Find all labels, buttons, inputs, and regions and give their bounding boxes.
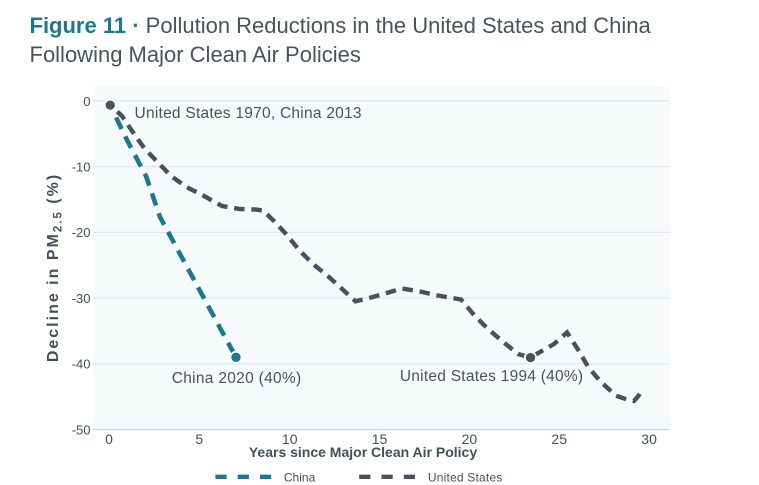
svg-text:-10: -10 bbox=[72, 160, 91, 175]
svg-text:15: 15 bbox=[372, 431, 388, 447]
svg-text:China 2020 (40%): China 2020 (40%) bbox=[172, 370, 302, 387]
svg-text:Following Major Clean Air Poli: Following Major Clean Air Policies bbox=[30, 42, 361, 67]
svg-text:-50: -50 bbox=[72, 422, 91, 437]
svg-text:25: 25 bbox=[551, 431, 567, 447]
svg-text:United States 1994 (40%): United States 1994 (40%) bbox=[400, 368, 584, 385]
svg-text:Figure 11 · Pollution Reductio: Figure 11 · Pollution Reductions in the … bbox=[30, 13, 652, 38]
svg-text:Decline in PM2.5 (%): Decline in PM2.5 (%) bbox=[45, 173, 64, 362]
svg-text:-40: -40 bbox=[72, 357, 91, 372]
svg-text:United States 1970, China 2013: United States 1970, China 2013 bbox=[135, 105, 362, 122]
svg-text:10: 10 bbox=[282, 431, 298, 447]
svg-text:United States: United States bbox=[428, 471, 503, 485]
svg-text:Years since Major Clean Air Po: Years since Major Clean Air Policy bbox=[249, 444, 477, 460]
svg-text:China: China bbox=[284, 471, 316, 485]
svg-text:0: 0 bbox=[83, 94, 90, 109]
svg-text:-20: -20 bbox=[72, 225, 91, 240]
svg-text:0: 0 bbox=[105, 431, 113, 447]
svg-text:-30: -30 bbox=[72, 291, 91, 306]
svg-text:30: 30 bbox=[641, 431, 657, 447]
svg-text:5: 5 bbox=[195, 431, 203, 447]
svg-text:20: 20 bbox=[462, 431, 478, 447]
